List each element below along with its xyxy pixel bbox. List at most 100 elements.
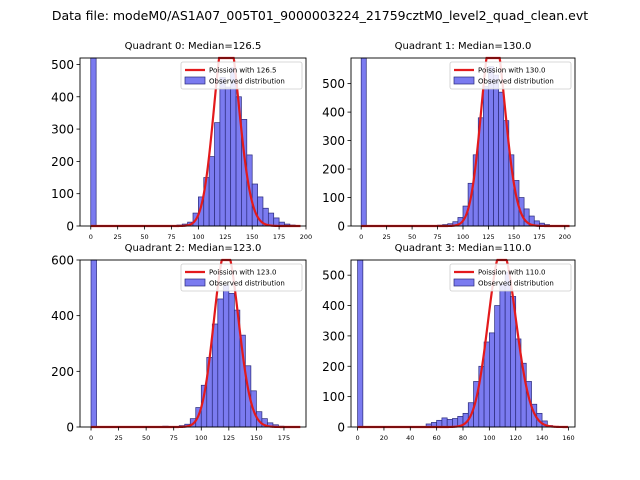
x-tick-label: 0 (89, 233, 93, 241)
x-tick-label: 25 (382, 233, 390, 241)
histogram-bar (360, 57, 367, 227)
legend: Poission with 110.0 Observed distribution (449, 263, 572, 292)
figure-title: Data file: modeM0/AS1A07_005T01_90000032… (52, 8, 588, 23)
y-axis-ticks: 0 100 200 300 400 500 (51, 58, 80, 234)
x-tick-label: 175 (278, 434, 290, 442)
legend-bar-swatch (453, 76, 475, 85)
x-tick-label: 20 (380, 434, 388, 442)
y-tick-label: 200 (51, 155, 74, 169)
x-tick-label: 75 (170, 434, 178, 442)
x-tick-label: 100 (192, 233, 204, 241)
histogram-bar (483, 341, 490, 428)
y-tick-label: 400 (322, 299, 345, 313)
x-tick-label: 50 (140, 233, 148, 241)
histogram-bar (441, 417, 448, 428)
y-axis-ticks: 0 100 200 300 400 500 (322, 77, 351, 234)
histogram-bar (214, 122, 221, 227)
subplot-title: Quadrant 1: Median=130.0 (395, 41, 532, 52)
x-tick-label: 75 (167, 233, 175, 241)
histogram-bar (211, 323, 219, 428)
y-tick-label: 100 (51, 187, 74, 201)
histogram-bar (224, 86, 232, 227)
histogram-bars (360, 57, 550, 227)
x-tick-label: 50 (142, 434, 150, 442)
x-axis-ticks: 0 25 50 75 100 125 150 175 (89, 427, 290, 442)
y-tick-label: 500 (322, 269, 345, 283)
x-axis-ticks: 0 25 50 75 100 125 150 175 200 (359, 226, 571, 241)
x-tick-label: 175 (273, 233, 285, 241)
legend-bar-swatch (453, 278, 475, 287)
x-tick-label: 25 (114, 434, 122, 442)
legend: Poission with 123.0 Observed distribution (180, 263, 303, 292)
histogram-bar (493, 74, 499, 227)
x-tick-label: 60 (433, 434, 441, 442)
y-tick-label: 600 (51, 254, 74, 268)
x-tick-label: 175 (533, 233, 545, 241)
y-tick-label: 100 (322, 390, 345, 404)
subplot-quadrant-0: Quadrant 0: Median=126.5 0 25 50 75 100 125 150… (51, 41, 312, 241)
histogram-bar (208, 156, 215, 227)
histogram-bar (90, 259, 97, 428)
y-tick-label: 200 (322, 360, 345, 374)
histogram-bar (230, 67, 237, 227)
histogram-bar (267, 212, 275, 227)
x-axis-ticks: 0 25 50 75 100 125 150 175 200 (89, 226, 312, 241)
legend-bar-swatch (184, 278, 206, 287)
x-tick-label: 200 (300, 233, 312, 241)
x-tick-label: 100 (457, 233, 469, 241)
axes-frame (79, 57, 307, 227)
x-tick-label: 200 (559, 233, 571, 241)
histogram-bar (499, 283, 506, 428)
y-tick-label: 300 (51, 123, 74, 137)
histogram-bar (498, 91, 505, 227)
x-tick-label: 125 (219, 233, 231, 241)
y-tick-label: 200 (51, 365, 74, 379)
histogram-bar (217, 298, 224, 428)
y-tick-label: 400 (322, 106, 345, 120)
legend-box (180, 61, 303, 90)
x-tick-label: 125 (223, 434, 235, 442)
y-tick-label: 200 (322, 163, 345, 177)
x-tick-label: 120 (509, 434, 521, 442)
legend-box (449, 61, 572, 90)
y-tick-label: 100 (322, 191, 345, 205)
x-tick-label: 150 (508, 233, 520, 241)
histogram-bar (222, 284, 230, 428)
histogram-bar (357, 259, 364, 428)
x-tick-label: 0 (356, 434, 360, 442)
y-tick-label: 500 (51, 58, 74, 72)
histogram-bar (483, 86, 489, 227)
x-tick-label: 150 (250, 434, 262, 442)
subplot-title: Quadrant 2: Median=123.0 (125, 243, 262, 254)
legend: Poission with 126.5 Observed distribution (180, 61, 303, 90)
legend: Poission with 130.0 Observed distribution (449, 61, 572, 90)
y-tick-label: 0 (337, 421, 345, 435)
legend-line-label: Poission with 110.0 (478, 269, 546, 277)
subplot-quadrant-2: Quadrant 2: Median=123.0 0 25 50 75 100 125 150… (51, 243, 307, 442)
axes-frame (79, 259, 307, 428)
x-axis-ticks: 0 20 40 60 80 100 120 140 160 (356, 427, 575, 442)
legend-box (449, 263, 572, 292)
subplot-title: Quadrant 3: Median=110.0 (395, 243, 532, 254)
x-tick-label: 125 (482, 233, 494, 241)
histogram-bar (489, 332, 495, 428)
x-tick-label: 100 (483, 434, 495, 442)
histogram-bar (504, 271, 511, 428)
legend-line-label: Poission with 130.0 (478, 67, 546, 75)
x-tick-label: 0 (89, 434, 93, 442)
y-tick-label: 500 (322, 77, 345, 91)
legend-bar-label: Observed distribution (209, 78, 285, 86)
x-tick-label: 160 (562, 434, 574, 442)
x-tick-label: 75 (433, 233, 441, 241)
subplot-title: Quadrant 0: Median=126.5 (125, 41, 262, 52)
histogram-bar (219, 77, 226, 227)
subplot-quadrant-3: Quadrant 3: Median=110.0 0 20 40 60 80 100 120 1… (322, 243, 576, 442)
y-tick-label: 0 (66, 220, 74, 234)
y-tick-label: 400 (51, 90, 74, 104)
y-axis-ticks: 0 100 200 300 400 500 (322, 269, 351, 435)
legend-bar-label: Observed distribution (478, 280, 554, 288)
legend-line-label: Poission with 123.0 (209, 269, 277, 277)
y-tick-label: 0 (66, 421, 74, 435)
x-tick-label: 50 (408, 233, 416, 241)
x-tick-label: 100 (195, 434, 207, 442)
